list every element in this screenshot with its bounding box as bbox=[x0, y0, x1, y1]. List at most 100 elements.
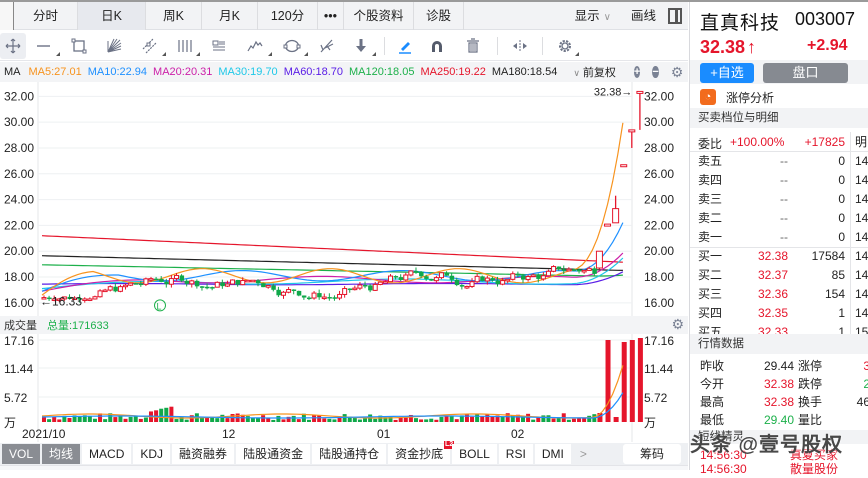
indicator-tab[interactable]: RSI bbox=[498, 444, 533, 464]
elf-row: 14:56:30 散量股份 bbox=[700, 462, 839, 476]
quote-row: 最高 32.38 换手 46 bbox=[700, 395, 868, 409]
watermark: 头条 @壹号股权 bbox=[690, 434, 844, 456]
text-label-icon[interactable] bbox=[202, 33, 236, 59]
price-tick-left: 32.00 bbox=[4, 89, 34, 103]
up-arrow-icon: ↑ bbox=[747, 37, 757, 57]
price-tick-right: 24.00 bbox=[644, 193, 674, 207]
volume-tick-left: 11.44 bbox=[4, 362, 33, 376]
toolbar-divider bbox=[497, 36, 498, 55]
indicator-tab[interactable]: 融资融券 bbox=[172, 444, 235, 464]
add-watchlist-button[interactable]: +自选 bbox=[700, 63, 754, 83]
fork-icon[interactable] bbox=[310, 33, 344, 59]
price-tick-left: 22.00 bbox=[4, 218, 34, 232]
settings-icon[interactable] bbox=[549, 33, 581, 59]
trash-icon[interactable] bbox=[455, 33, 491, 59]
indicator-tab[interactable]: VOL bbox=[2, 444, 41, 464]
indicator-tab[interactable]: DMI bbox=[534, 444, 571, 464]
price-tick-right: 16.00 bbox=[644, 296, 674, 310]
indicator-tab[interactable]: BOLL bbox=[452, 444, 497, 464]
sidebar-toggle[interactable] bbox=[0, 1, 14, 30]
ask-row: 卖一 -- 0 14 bbox=[690, 228, 868, 247]
chevron-down-icon: ∨ bbox=[573, 68, 580, 78]
price-tick-left: 20.00 bbox=[4, 244, 34, 258]
expand-icon[interactable] bbox=[504, 33, 536, 59]
limit-up-analysis-link[interactable]: ◔ 涨停分析 bbox=[700, 88, 774, 106]
crosshair-icon[interactable] bbox=[0, 32, 26, 59]
panel-toggle-icon[interactable] bbox=[668, 7, 682, 24]
x-axis-label: 01 bbox=[377, 427, 391, 441]
ma-label: MA bbox=[4, 66, 21, 78]
stock-change: +2.94 bbox=[807, 37, 848, 54]
ma-value: MA60:18.70 bbox=[283, 66, 344, 78]
elf-row: 14:56:30 真夏买家 bbox=[700, 448, 839, 462]
volume-tick-right: 万 bbox=[644, 416, 656, 430]
fan-icon[interactable] bbox=[96, 33, 132, 59]
low-marker: ←16.33 bbox=[40, 295, 82, 309]
tab-2[interactable]: 周K bbox=[146, 1, 202, 30]
price-tick-right: 30.00 bbox=[644, 115, 674, 129]
price-tick-right: 26.00 bbox=[644, 167, 674, 181]
rectangle-icon[interactable] bbox=[62, 33, 96, 59]
tab-1[interactable]: 日K bbox=[78, 1, 146, 30]
drawing-toolbar bbox=[0, 31, 688, 61]
gear-icon[interactable]: ⚙ bbox=[670, 63, 684, 80]
zoom-out-icon[interactable]: − bbox=[652, 66, 659, 78]
volume-tick-right: 5.72 bbox=[644, 391, 668, 405]
order-ratio-row: 委比 +100.00% +17825 明 bbox=[690, 132, 868, 152]
bid-row: 买二 32.37 85 14 bbox=[690, 266, 868, 285]
horizontal-line-icon[interactable] bbox=[26, 33, 62, 59]
price-tick-left: 26.00 bbox=[4, 167, 34, 181]
tab-6[interactable]: 个股资料 bbox=[344, 1, 414, 30]
stock-name: 直真科技 bbox=[700, 13, 781, 34]
ma-value: MA5:27.01 bbox=[28, 66, 82, 78]
l-marker-icon: L bbox=[157, 301, 162, 311]
indicator-tab[interactable]: 均线 bbox=[42, 444, 81, 464]
ma-value: MA120:18.05 bbox=[349, 66, 415, 78]
arrow-down-icon[interactable] bbox=[344, 33, 378, 59]
zoom-in-icon[interactable]: + bbox=[633, 66, 641, 78]
candlestick-chart[interactable]: 32.00 32.00 30.00 30.00 28.00 28.00 26.00 26.00… bbox=[0, 82, 688, 316]
tab-order-book[interactable]: 盘口 bbox=[763, 63, 848, 83]
indicator-tab[interactable]: 陆股通资金 bbox=[236, 444, 311, 464]
stock-code: 003007 bbox=[795, 9, 856, 29]
price-tick-left: 18.00 bbox=[4, 270, 34, 284]
volume-tick-right: 17.16 bbox=[644, 334, 674, 348]
stock-price: 32.38 ↑ bbox=[700, 37, 757, 57]
tab-4[interactable]: 120分 bbox=[258, 1, 318, 30]
parallel-channel-icon[interactable] bbox=[132, 33, 168, 59]
volume-tick-left: 5.72 bbox=[4, 391, 28, 405]
ma-value: MA180:18.54 bbox=[491, 66, 558, 78]
limit-up-icon: ◔ bbox=[700, 89, 716, 105]
gear-icon[interactable]: ⚙ bbox=[671, 316, 684, 332]
tab-5[interactable]: ••• bbox=[318, 1, 344, 30]
indicator-tab[interactable]: 陆股通持仓 bbox=[312, 444, 387, 464]
display-menu[interactable]: 显示 ∨ bbox=[574, 8, 611, 23]
drawline-button[interactable]: 画线 bbox=[630, 8, 656, 23]
panel-button-row: +自选 盘口 bbox=[690, 60, 868, 84]
ellipse-icon[interactable] bbox=[274, 33, 310, 59]
ma-legend: MA MA5:27.01 MA10:22.94 MA20:20.31 MA30:19.… bbox=[0, 62, 688, 82]
indicator-tab[interactable]: KDJ bbox=[133, 444, 171, 464]
tab-0[interactable]: 分时 bbox=[14, 1, 78, 30]
bid-row: 买四 32.35 1 14 bbox=[690, 304, 868, 323]
price-tick-right: 20.00 bbox=[644, 244, 674, 258]
vertical-lines-icon[interactable] bbox=[168, 33, 202, 59]
tab-7[interactable]: 诊股 bbox=[414, 1, 464, 30]
ma-value: MA30:19.70 bbox=[218, 66, 278, 78]
ask-row: 卖二 -- 0 14 bbox=[690, 209, 868, 228]
ma-value: MA10:22.94 bbox=[87, 66, 148, 78]
price-tick-right: 28.00 bbox=[644, 141, 674, 155]
adjust-dropdown[interactable]: ∨ 前复权 bbox=[573, 67, 616, 79]
indicator-tab[interactable]: MACD bbox=[82, 444, 132, 464]
magnet-icon[interactable] bbox=[419, 33, 455, 59]
wave-icon[interactable] bbox=[236, 33, 274, 59]
ask-row: 卖三 -- 0 14 bbox=[690, 190, 868, 209]
more-indicators-button[interactable]: > bbox=[579, 447, 587, 461]
indicator-tab[interactable]: 资金抄底 L2 bbox=[388, 441, 455, 464]
volume-chart[interactable]: 17.16 17.16 11.44 11.44 5.72 5.72 万 万 2021/10 12 0… bbox=[0, 334, 688, 442]
chip-distribution-button[interactable]: 筹码 bbox=[623, 444, 681, 464]
pencil-icon[interactable] bbox=[391, 33, 419, 59]
quote-row: 最低 29.40 量比 bbox=[700, 413, 823, 427]
tab-3[interactable]: 月K bbox=[202, 1, 258, 30]
bottom-divider bbox=[0, 465, 688, 470]
